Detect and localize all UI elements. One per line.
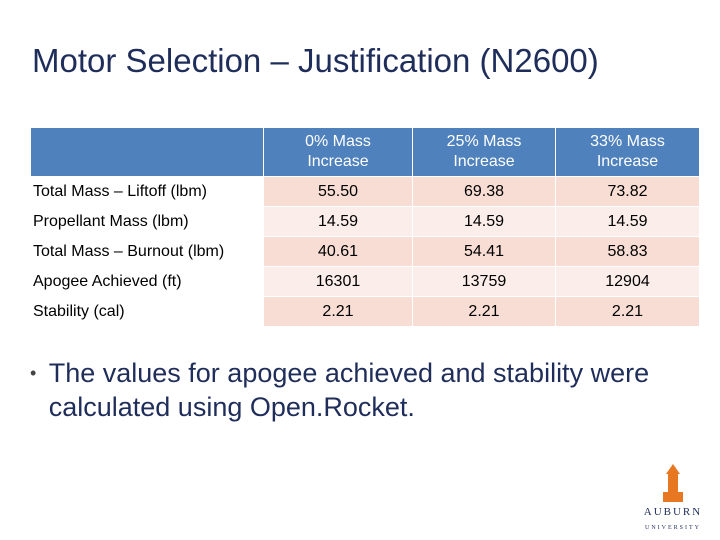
- column-header: 25% Mass Increase: [412, 128, 556, 177]
- column-header-text: 25% Mass Increase: [446, 133, 522, 170]
- table-row: Propellant Mass (lbm) 14.59 14.59 14.59: [30, 206, 699, 237]
- bullet: • The values for apogee achieved and sta…: [30, 356, 700, 424]
- table-cell: 12904: [555, 266, 699, 297]
- table-cell: 2.21: [412, 296, 556, 326]
- logo-name: AUBURN: [644, 506, 702, 518]
- table-cell: 2.21: [555, 296, 699, 326]
- bullet-text: The values for apogee achieved and stabi…: [48, 358, 650, 422]
- table-cell: 58.83: [555, 236, 699, 267]
- row-label: Total Mass – Liftoff (lbm): [30, 176, 264, 207]
- table-row: Total Mass – Burnout (lbm) 40.61 54.41 58.8…: [30, 236, 699, 267]
- column-header: 33% Mass Increase: [555, 128, 699, 177]
- table-cell: 16301: [263, 266, 413, 297]
- row-label: Total Mass – Burnout (lbm): [30, 236, 264, 267]
- table-cell: 55.50: [263, 176, 413, 207]
- column-header-text: 33% Mass Increase: [590, 133, 665, 170]
- row-label: Propellant Mass (lbm): [30, 206, 264, 237]
- table-cell: 69.38: [412, 176, 556, 207]
- table-row: Stability (cal) 2.21 2.21 2.21: [30, 296, 699, 326]
- table-cell: 13759: [412, 266, 556, 297]
- table-cell: 73.82: [555, 176, 699, 207]
- table-cell: 2.21: [263, 296, 413, 326]
- header-row: 0% Mass Increase 25% Mass Increase 33% Mas…: [30, 128, 699, 177]
- row-label: Stability (cal): [30, 296, 264, 326]
- table-cell: 54.41: [412, 236, 556, 267]
- table-cell: 14.59: [263, 206, 413, 237]
- column-header: 0% Mass Increase: [263, 128, 413, 177]
- slide-title: Motor Selection – Justification (N2600): [32, 42, 599, 79]
- column-header-text: 0% Mass Increase: [305, 133, 371, 170]
- table-cell: 14.59: [412, 206, 556, 237]
- table-cell: 40.61: [263, 236, 413, 267]
- row-label: Apogee Achieved (ft): [30, 266, 264, 297]
- logo-tower: [663, 464, 683, 502]
- table-cell: 14.59: [555, 206, 699, 237]
- logo-subtitle: UNIVERSITY: [645, 525, 701, 531]
- logo: AUBURN UNIVERSITY: [644, 464, 702, 531]
- data-table: 0% Mass Increase 25% Mass Increase 33% Mas…: [30, 128, 699, 326]
- bullet-dot: •: [30, 363, 37, 383]
- header-corner: [30, 128, 264, 177]
- table-row: Apogee Achieved (ft) 16301 13759 12904: [30, 266, 699, 297]
- table-row: Total Mass – Liftoff (lbm) 55.50 69.38 73.8…: [30, 176, 699, 207]
